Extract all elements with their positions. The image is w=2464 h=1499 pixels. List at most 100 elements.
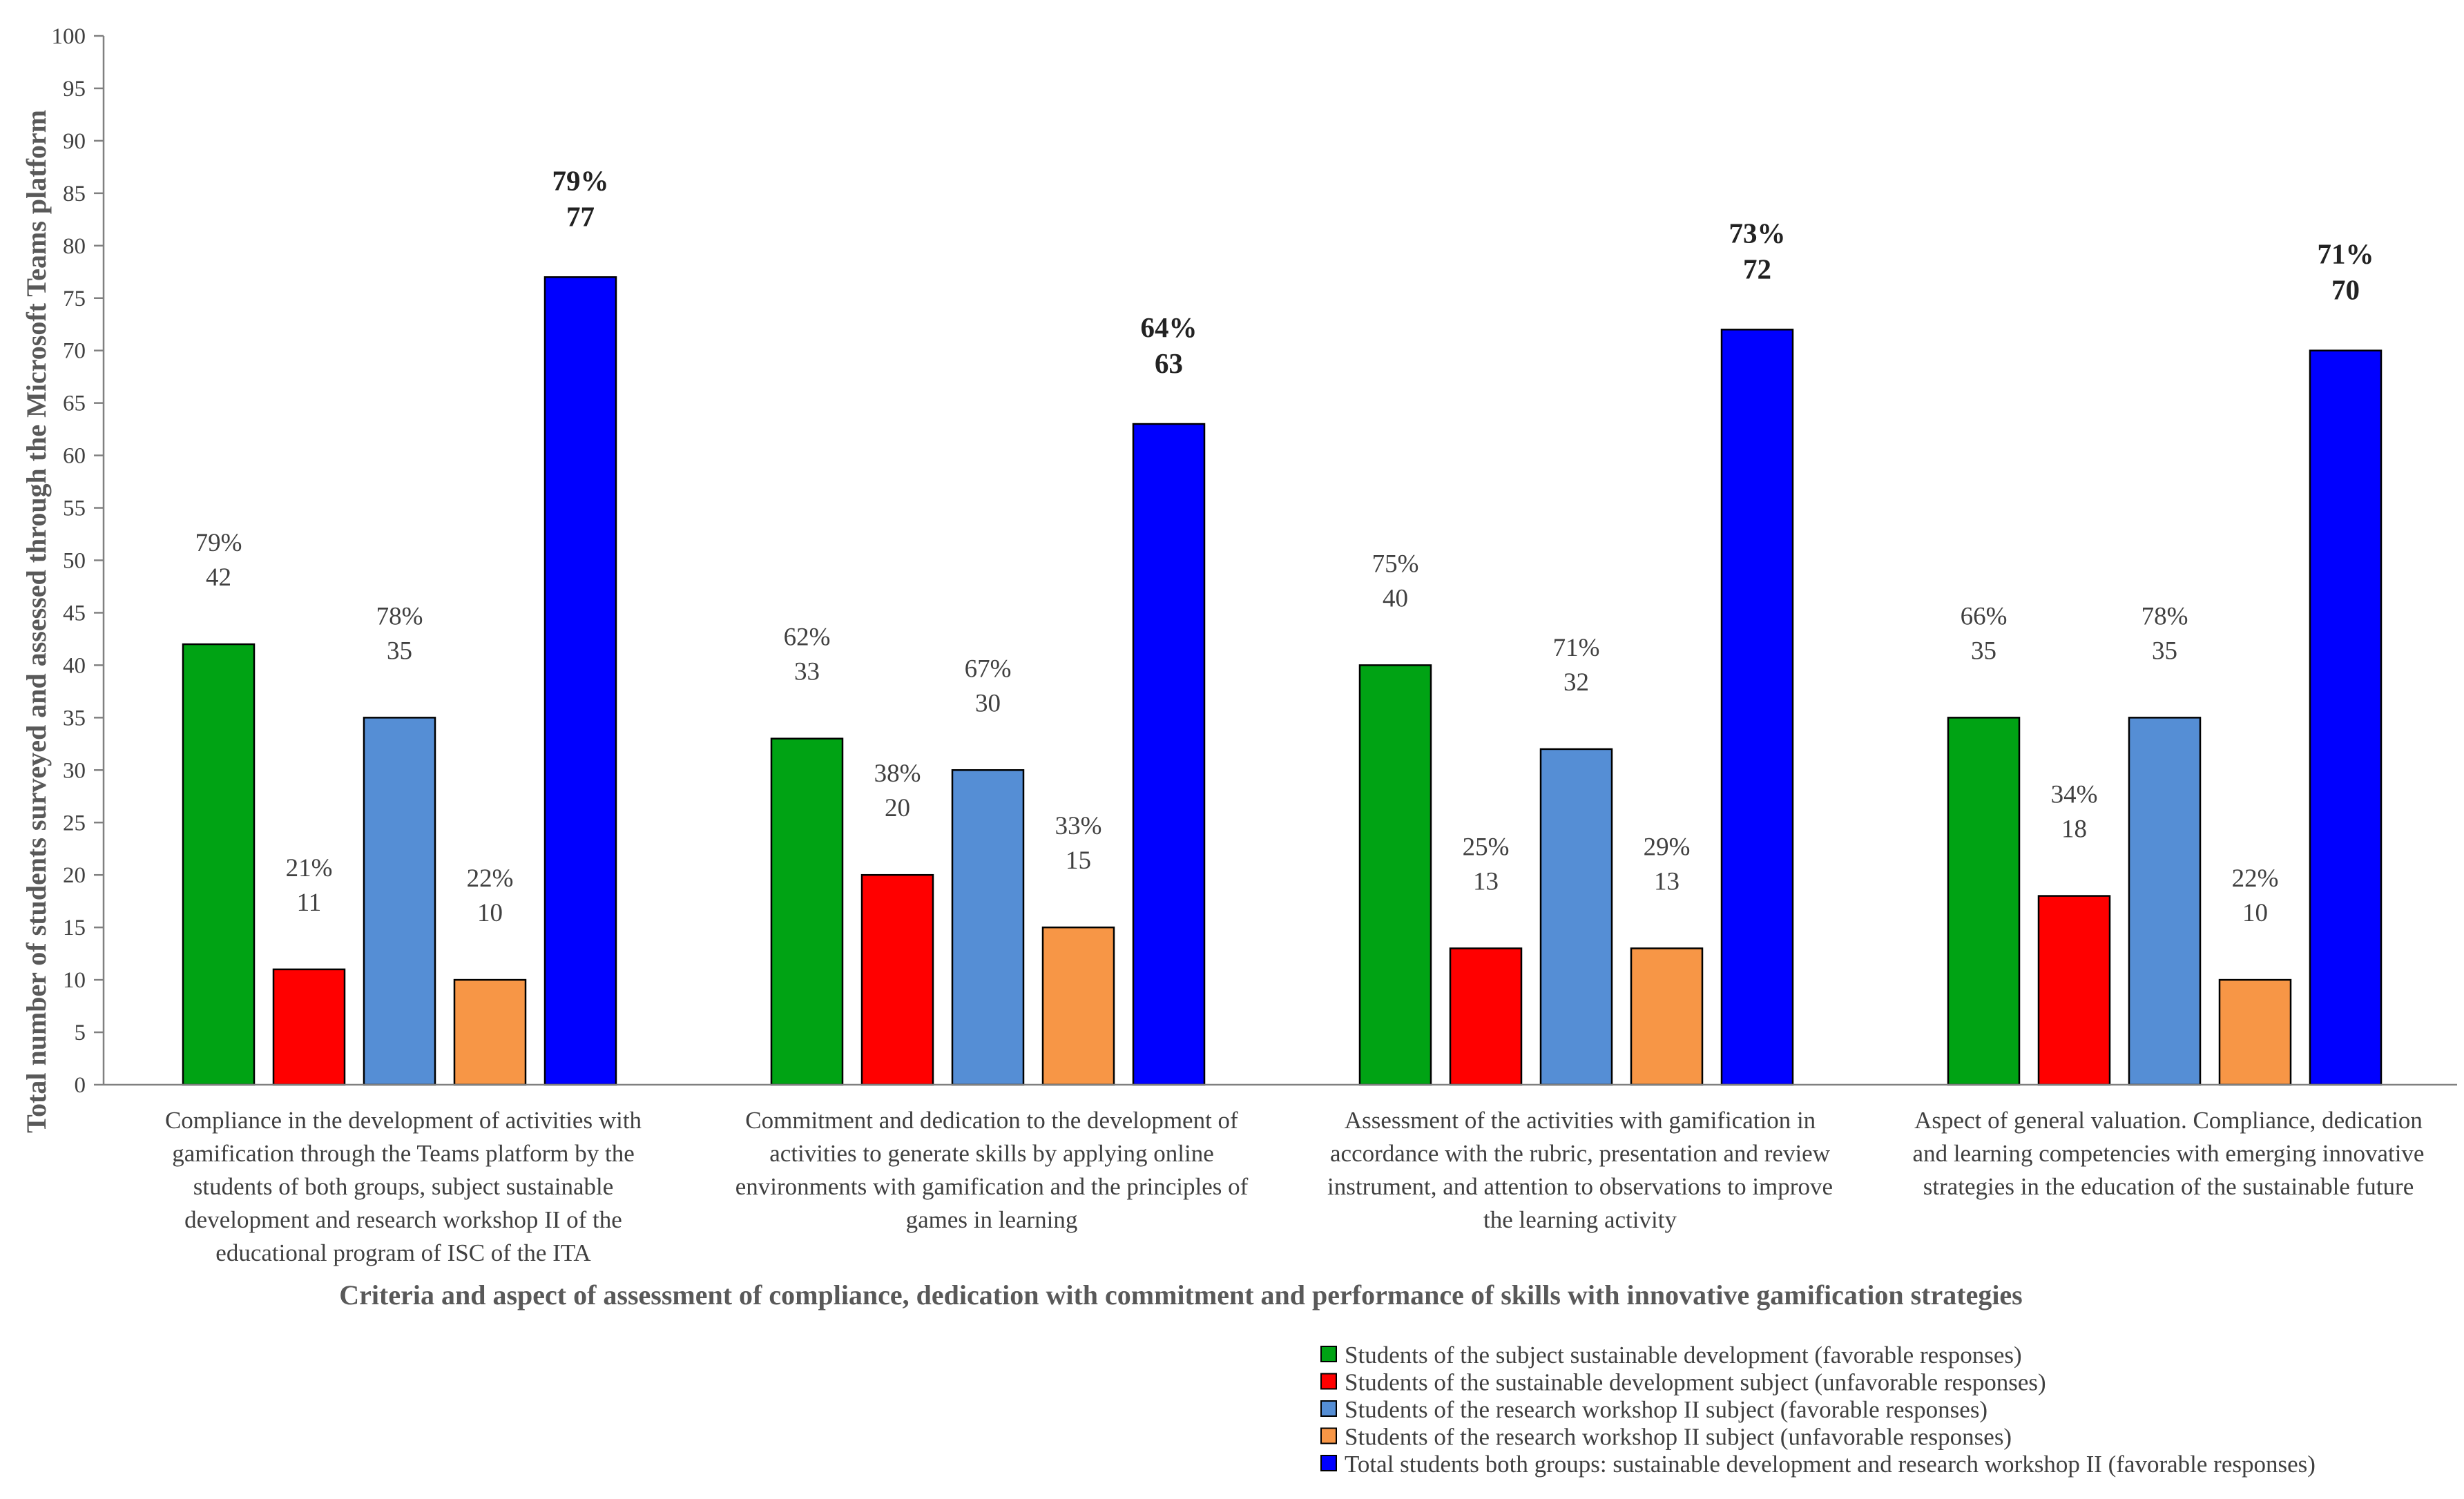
x-category-label-line: accordance with the rubric, presentation… xyxy=(1330,1140,1831,1167)
data-label-percent: 64% xyxy=(1141,311,1197,343)
data-label-percent: 62% xyxy=(784,623,831,652)
y-tick-label: 50 xyxy=(63,549,86,574)
bars xyxy=(182,276,2383,1086)
data-label-value: 13 xyxy=(1654,868,1679,896)
x-category-label-line: gamification through the Teams platform … xyxy=(172,1140,635,1167)
data-label-percent: 25% xyxy=(1463,833,1510,862)
data-label-percent: 75% xyxy=(1372,550,1419,578)
data-label-percent: 79% xyxy=(195,529,242,557)
data-label-percent: 78% xyxy=(2141,602,2188,630)
y-tick-label: 5 xyxy=(75,1021,86,1045)
x-category-label-line: strategies in the education of the susta… xyxy=(1923,1173,2414,1200)
data-labels: 79% 42 62% 33 75% 40 66% 35 21% 11 38% 20 25% 13 34% 18… xyxy=(195,164,2374,927)
x-category-label-line: Assessment of the activities with gamifi… xyxy=(1345,1107,1816,1134)
x-category-label: Compliance in the development of activit… xyxy=(165,1107,642,1266)
x-category-label-line: environments with gamification and the p… xyxy=(735,1173,1249,1200)
legend-label: Total students both groups: sustainable … xyxy=(1345,1451,2316,1478)
legend: Students of the subject sustainable deve… xyxy=(1320,1342,2316,1478)
legend-swatch xyxy=(1320,1455,1337,1471)
x-category-label-line: activities to generate skills by applyin… xyxy=(769,1140,1213,1167)
data-label-percent: 33% xyxy=(1055,812,1102,840)
y-tick-label: 75 xyxy=(63,287,86,311)
bar-series-3-category-2 xyxy=(951,769,1025,1086)
y-axis-title: Total number of students surveyed and as… xyxy=(21,110,52,1133)
bar-series-5-category-2 xyxy=(1132,423,1206,1086)
bar-series-3-category-3 xyxy=(1539,748,1613,1086)
data-label-percent: 66% xyxy=(1961,602,2008,630)
bar-series-4-category-3 xyxy=(1630,947,1704,1086)
y-tick-label: 0 xyxy=(75,1073,86,1098)
y-tick-label: 65 xyxy=(63,391,86,416)
data-label-percent: 22% xyxy=(467,864,514,893)
data-label-percent: 71% xyxy=(1553,634,1600,662)
data-label-percent: 22% xyxy=(2232,864,2279,893)
x-category-label-line: development and research workshop II of … xyxy=(184,1206,622,1233)
bar-series-5-category-1 xyxy=(543,276,617,1086)
data-label-value: 10 xyxy=(477,899,503,927)
y-tick-label: 25 xyxy=(63,811,86,835)
data-label-value: 70 xyxy=(2331,274,2360,306)
data-label-percent: 67% xyxy=(965,655,1012,683)
data-label-value: 35 xyxy=(387,637,412,665)
data-label-value: 20 xyxy=(885,794,910,822)
legend-label: Students of the research workshop II sub… xyxy=(1345,1424,2012,1451)
legend-label: Students of the subject sustainable deve… xyxy=(1345,1342,2022,1369)
y-tick-label: 40 xyxy=(63,653,86,678)
data-label-value: 35 xyxy=(2152,637,2177,665)
x-category-label-line: games in learning xyxy=(906,1206,1078,1233)
bar-series-2-category-1 xyxy=(272,968,346,1086)
bar-series-2-category-3 xyxy=(1449,947,1523,1086)
bar-series-5-category-4 xyxy=(2309,349,2383,1086)
legend-swatch xyxy=(1320,1400,1337,1417)
x-category-label-line: students of both groups, subject sustain… xyxy=(193,1173,614,1200)
x-category-label: Aspect of general valuation. Compliance,… xyxy=(1913,1107,2425,1200)
data-label-percent: 79% xyxy=(552,164,609,196)
legend-label: Students of the sustainable development … xyxy=(1345,1369,2046,1396)
bar-series-4-category-4 xyxy=(2218,978,2292,1086)
legend-swatch xyxy=(1320,1427,1337,1444)
data-label-value: 13 xyxy=(1473,868,1499,896)
data-label-value: 40 xyxy=(1383,584,1408,612)
data-label-value: 42 xyxy=(206,563,231,592)
y-tick-label: 20 xyxy=(63,863,86,888)
y-tick-label: 45 xyxy=(63,601,86,626)
data-label-percent: 38% xyxy=(874,760,921,788)
bar-series-2-category-2 xyxy=(860,873,934,1086)
y-tick-label: 55 xyxy=(63,496,86,521)
y-tick-label: 70 xyxy=(63,339,86,364)
y-axis: 0 5 10 15 20 25 30 35 40 45 50 55 60 65 70 75 80 85 90 95 10… xyxy=(52,24,105,1098)
bar-series-4-category-2 xyxy=(1041,926,1115,1086)
data-label-value: 32 xyxy=(1563,668,1589,697)
y-tick-label: 10 xyxy=(63,968,86,993)
legend-swatch xyxy=(1320,1346,1337,1362)
x-category-label-line: instrument, and attention to observation… xyxy=(1327,1173,1833,1200)
y-tick-label: 15 xyxy=(63,916,86,940)
x-axis: Compliance in the development of activit… xyxy=(104,1083,2457,1266)
y-tick-label: 90 xyxy=(63,129,86,154)
y-tick-label: 35 xyxy=(63,706,86,731)
legend-label: Students of the research workshop II sub… xyxy=(1345,1396,1987,1423)
y-tick-label: 30 xyxy=(63,758,86,783)
bar-series-1-category-3 xyxy=(1358,664,1432,1086)
data-label-value: 35 xyxy=(1971,637,1996,665)
x-category-label-line: Compliance in the development of activit… xyxy=(165,1107,642,1134)
data-label-value: 10 xyxy=(2242,899,2268,927)
data-label-value: 63 xyxy=(1155,347,1183,379)
data-label-value: 18 xyxy=(2061,815,2087,844)
y-tick-label: 85 xyxy=(63,182,86,206)
x-axis-title: Criteria and aspect of assessment of com… xyxy=(339,1279,2023,1311)
data-label-percent: 34% xyxy=(2051,781,2098,809)
bar-series-3-category-1 xyxy=(363,717,436,1086)
x-category-label: Commitment and dedication to the develop… xyxy=(735,1107,1249,1233)
data-label-value: 33 xyxy=(794,658,820,686)
y-tick-label: 60 xyxy=(63,444,86,469)
legend-swatch xyxy=(1320,1373,1337,1390)
bar-series-5-category-3 xyxy=(1720,329,1794,1086)
x-category-label-line: and learning competencies with emerging … xyxy=(1913,1140,2425,1167)
bar-series-2-category-4 xyxy=(2037,895,2111,1086)
bar-series-1-category-4 xyxy=(1947,717,2021,1086)
data-label-percent: 71% xyxy=(2318,238,2374,270)
y-tick-label: 100 xyxy=(52,24,86,49)
x-category-label-line: educational program of ISC of the ITA xyxy=(215,1239,591,1266)
